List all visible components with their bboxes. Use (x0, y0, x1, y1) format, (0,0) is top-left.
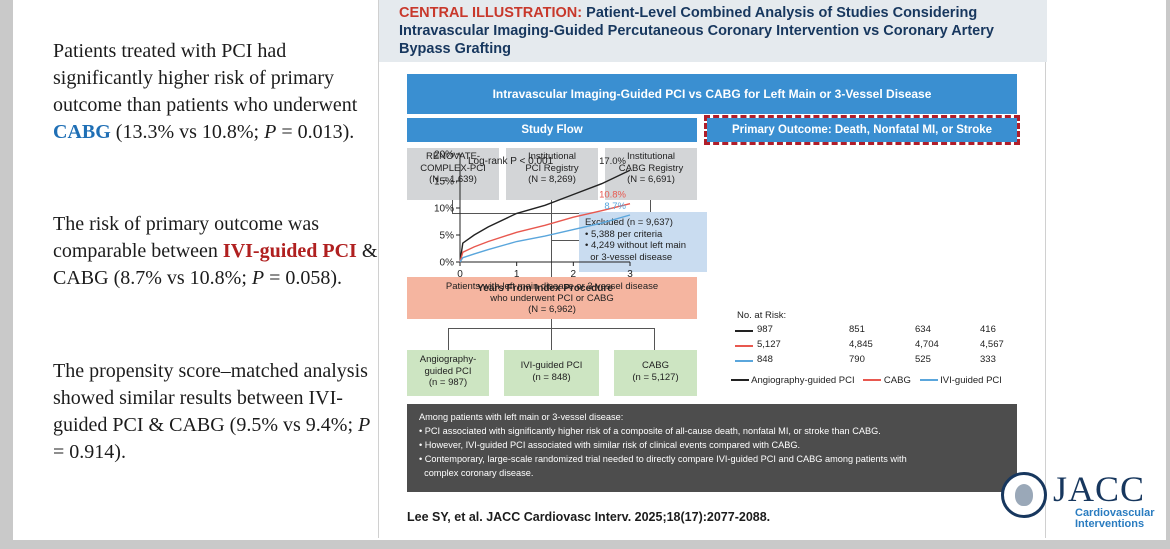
central-illustration: CENTRAL ILLUSTRATION: Patient-Level Comb… (378, 0, 1047, 538)
finding-propensity-matched: The propensity score–matched analysis sh… (53, 360, 371, 463)
summary-heading: Among patients with left main or 3-vesse… (419, 412, 624, 422)
cohort-box: Patients with left main disease or 3-ves… (407, 277, 697, 319)
legend-ivi: IVI-guided PCI (940, 375, 1002, 386)
flow-line (551, 213, 552, 277)
series-end-label: 8.7% (604, 201, 626, 212)
citation: Lee SY, et al. JACC Cardiovasc Interv. 2… (407, 510, 771, 524)
risk-row-swatch (735, 360, 753, 362)
summary-box: Among patients with left main or 3-vesse… (407, 404, 1017, 492)
summary-bullet: complex coronary disease. (419, 468, 534, 478)
risk-cell: 4,704 (915, 339, 939, 350)
x-axis-label: Years From Index Procedure (477, 283, 613, 294)
risk-cell: 333 (980, 354, 996, 365)
risk-table-title: No. at Risk: (737, 310, 787, 321)
risk-cell: 634 (915, 324, 931, 335)
risk-cell: 5,127 (757, 339, 781, 350)
series-end-label: 17.0% (599, 156, 626, 167)
summary-bullet: • Contemporary, large-scale randomized t… (419, 454, 907, 464)
legend-swatch-angio (731, 379, 749, 382)
source-cabg-registry: Institutional CABG Registry (N = 6,691) (605, 148, 697, 200)
risk-cell: 848 (757, 354, 773, 365)
flow-line (551, 200, 552, 214)
y-tick-label: 20% (434, 150, 454, 161)
series-line-2 (459, 214, 631, 263)
flow-line (650, 200, 651, 214)
group-angiography-pci: Angiography-guided PCI (n = 987) (407, 350, 489, 396)
legend-angio: Angiography-guided PCI (751, 375, 855, 386)
journal-subtitle: Cardiovascular Interventions (1075, 507, 1155, 530)
illustration-kicker: CENTRAL ILLUSTRATION: (399, 5, 583, 21)
cabg-highlight: CABG (53, 121, 111, 143)
study-flow-bar: Study Flow (407, 118, 697, 142)
x-tick-label: 1 (514, 269, 520, 280)
risk-row-swatch (735, 330, 753, 332)
source-pci-registry: Institutional PCI Registry (N = 8,269) (506, 148, 598, 200)
slide: Patients treated with PCI had significan… (13, 0, 1166, 540)
series-line-0 (459, 169, 631, 263)
risk-cell: 987 (757, 324, 773, 335)
log-rank-annotation: Log-rank P < 0.001 (468, 156, 554, 167)
flow-line (551, 328, 552, 350)
group-ivi-pci: IVI-guided PCI (n = 848) (504, 350, 599, 396)
finding-ivi-vs-cabg: The risk of primary outcome was comparab… (53, 213, 378, 289)
flow-line (452, 200, 453, 214)
risk-cell: 525 (915, 354, 931, 365)
summary-bullet: • PCI associated with significantly high… (419, 426, 881, 436)
flow-line (551, 240, 579, 241)
flow-line (551, 319, 552, 329)
group-cabg: CABG (n = 5,127) (614, 350, 697, 396)
risk-cell: 4,845 (849, 339, 873, 350)
summary-bullet: • However, IVI-guided PCI associated wit… (419, 440, 801, 450)
risk-row-swatch (735, 345, 753, 347)
jacc-seal-icon (1001, 472, 1047, 518)
illustration-title: CENTRAL ILLUSTRATION: Patient-Level Comb… (399, 5, 994, 57)
chart-legend: Angiography-guided PCI CABG IVI-guided P… (731, 375, 1002, 386)
legend-cabg: CABG (883, 375, 911, 386)
y-tick-label: 10% (434, 204, 454, 215)
x-tick-label: 2 (571, 269, 577, 280)
risk-cell: 4,567 (980, 339, 1004, 350)
risk-cell: 416 (980, 324, 996, 335)
main-bar: Intravascular Imaging-Guided PCI vs CABG… (407, 74, 1017, 114)
ivi-highlight: IVI-guided PCI (222, 240, 357, 262)
legend-swatch-ivi (919, 379, 938, 382)
risk-cell: 790 (849, 354, 865, 365)
y-tick-label: 0% (440, 258, 455, 269)
y-tick-label: 15% (434, 177, 454, 188)
km-chart: 0% 5% 10% 15% 20% 0 1 2 3 Years From Index Proced… (434, 150, 633, 295)
legend-swatch-cabg (863, 379, 882, 382)
x-tick-label: 3 (627, 269, 633, 280)
x-tick-label: 0 (457, 269, 463, 280)
flow-line (654, 328, 655, 350)
finding-pci-vs-cabg: Patients treated with PCI had significan… (53, 40, 358, 143)
journal-name: JACC (1053, 469, 1146, 509)
y-tick-label: 5% (440, 231, 455, 242)
jacc-logo: JACC Cardiovascular Interventions (1001, 469, 1161, 530)
flow-line (448, 328, 449, 350)
source-renovate: RENOVATE- COMPLEX-PCI (N = 1,639) (407, 148, 499, 200)
illustration-header: CENTRAL ILLUSTRATION: Patient-Level Comb… (379, 0, 1047, 62)
series-line-1 (459, 203, 631, 263)
series-end-label: 10.8% (599, 190, 626, 201)
risk-cell: 851 (849, 324, 865, 335)
primary-outcome-bar: Primary Outcome: Death, Nonfatal MI, or … (704, 115, 1020, 145)
